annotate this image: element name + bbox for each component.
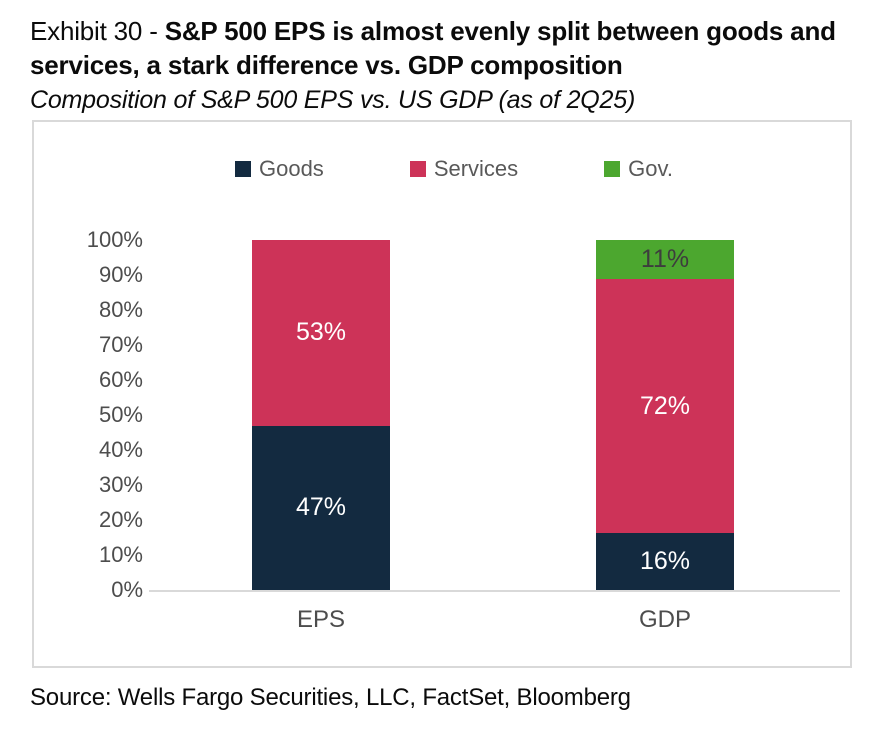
legend-swatch-icon — [604, 161, 621, 177]
exhibit-title: Exhibit 30 - S&P 500 EPS is almost evenl… — [30, 14, 851, 82]
y-axis-tick-label: 0% — [111, 577, 143, 602]
legend-label: Gov. — [628, 156, 673, 181]
legend-swatch-icon — [409, 161, 426, 177]
bar-segment-gdp-gov: 11% — [596, 240, 734, 279]
bar-value-label: 47% — [295, 493, 347, 522]
bar-segment-gdp-services: 72% — [596, 278, 734, 534]
bar-value-label: 11% — [640, 244, 690, 273]
legend-label: Goods — [258, 156, 324, 181]
bar-value-label: 53% — [295, 318, 347, 347]
bar-segment-eps-services: 53% — [252, 240, 390, 426]
y-axis-tick-label: 80% — [98, 297, 143, 322]
y-axis-tick-label: 30% — [98, 472, 143, 497]
chart-footer: Source: Wells Fargo Securities, LLC, Fac… — [30, 684, 851, 712]
y-axis-tick-label: 70% — [98, 332, 143, 357]
y-axis-tick-label: 20% — [98, 507, 143, 532]
legend-item-gov: Gov. — [604, 156, 673, 182]
y-axis-tick-label: 100% — [86, 227, 143, 252]
exhibit-number: Exhibit 30 - — [30, 16, 165, 46]
y-axis-tick-label: 40% — [98, 437, 143, 462]
stacked-bar-eps: 47% 53% — [252, 240, 390, 590]
y-axis-tick-label: 50% — [98, 402, 143, 427]
y-axis-tick-label: 90% — [98, 262, 143, 287]
legend-item-goods: Goods — [234, 156, 324, 182]
y-axis-tick-label: 60% — [98, 367, 143, 392]
chart-subtitle: Composition of S&P 500 EPS vs. US GDP (a… — [30, 86, 636, 114]
stacked-bar-gdp: 16% 72% 11% — [596, 240, 734, 590]
x-axis-line — [149, 590, 840, 592]
bar-value-label: 72% — [639, 391, 691, 420]
chart-header: Exhibit 30 - S&P 500 EPS is almost evenl… — [0, 0, 871, 115]
source-text: Source: Wells Fargo Securities, LLC, Fac… — [30, 684, 631, 711]
chart-legend: Goods Services Gov. — [34, 156, 850, 182]
bar-segment-eps-goods: 47% — [252, 425, 390, 590]
legend-swatch-icon — [234, 161, 251, 177]
exhibit-title-text: S&P 500 EPS is almost evenly split betwe… — [30, 16, 836, 80]
x-axis-label-eps: EPS — [296, 606, 346, 633]
bar-segment-gdp-goods: 16% — [596, 533, 734, 590]
bar-value-label: 16% — [639, 547, 691, 576]
chart-area: Goods Services Gov. 100% 90% 80% 70% 60% 50% 40%… — [32, 120, 852, 668]
legend-label: Services — [433, 156, 519, 181]
plot-area: 100% 90% 80% 70% 60% 50% 40% 30% 20% 10% 0% 47% 53% E… — [87, 229, 840, 633]
x-axis-label-gdp: GDP — [638, 606, 691, 633]
legend-item-services: Services — [409, 156, 519, 182]
y-axis-tick-label: 10% — [98, 542, 143, 567]
